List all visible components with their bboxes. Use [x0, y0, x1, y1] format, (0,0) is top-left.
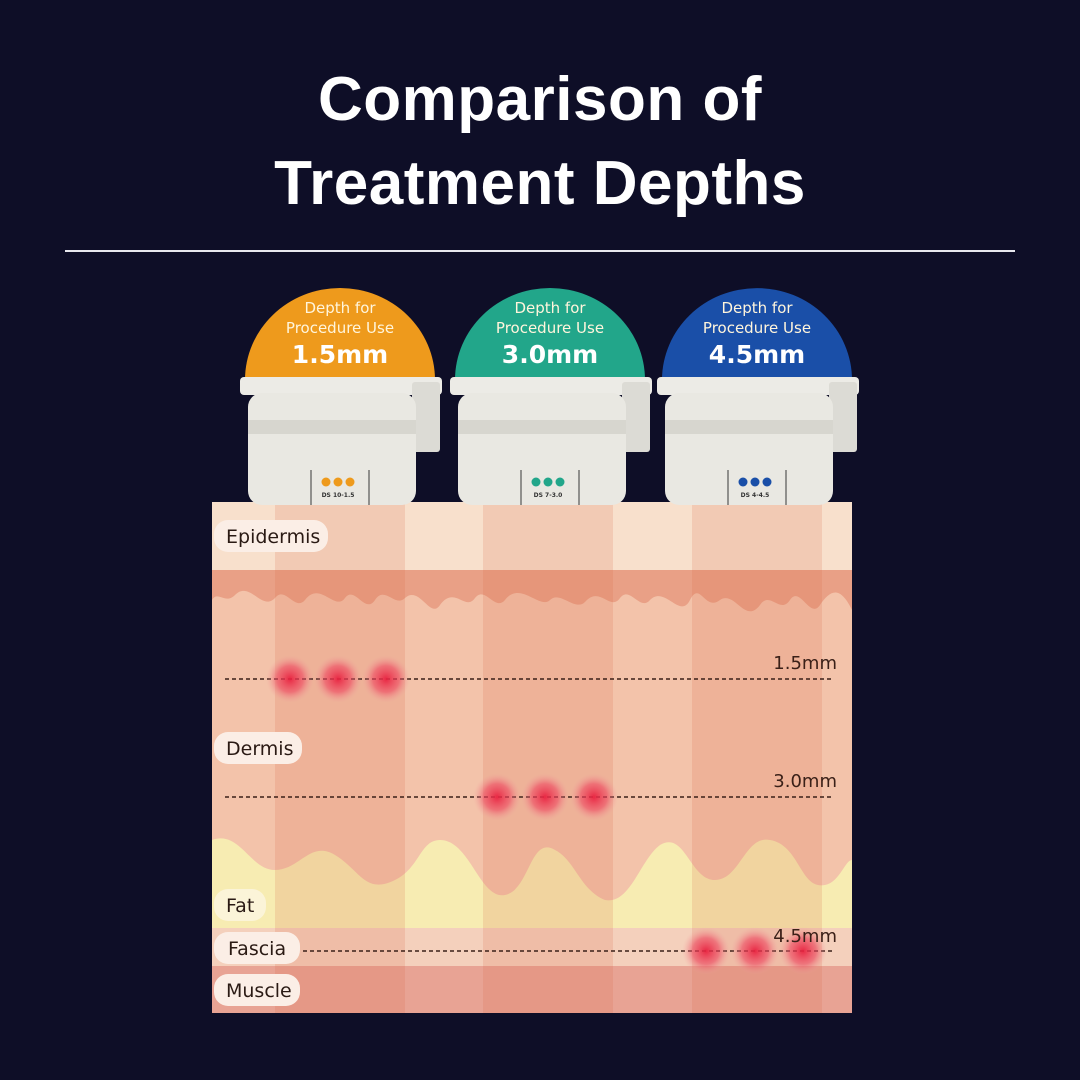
cartridge-rim — [240, 377, 442, 395]
focal-point — [779, 927, 827, 975]
dome-heading-2: Procedure Use — [496, 319, 604, 337]
muscle-label-bg — [214, 974, 300, 1006]
indicator-dot — [345, 477, 355, 487]
focal-point — [570, 773, 618, 821]
indicator-dot — [762, 477, 772, 487]
fascia-label: Fascia — [228, 938, 286, 960]
dome-heading-1: Depth for — [304, 299, 376, 317]
indicator-dot — [333, 477, 343, 487]
indicator-dot — [321, 477, 331, 487]
cartridge-body — [248, 393, 416, 505]
dome-heading-1: Depth for — [514, 299, 586, 317]
dermis-label: Dermis — [226, 738, 293, 760]
cartridge-code: DS 4-4.5 — [741, 492, 770, 499]
muscle-layer — [212, 966, 852, 1013]
focal-point — [731, 927, 779, 975]
dome-heading-1: Depth for — [721, 299, 793, 317]
dome-depth: 4.5mm — [709, 340, 805, 369]
title-line-2: Treatment Depths — [274, 149, 806, 218]
beam-2 — [483, 502, 613, 1013]
cartridge-side — [412, 382, 440, 452]
cartridge-code: DS 10-1.5 — [322, 492, 355, 499]
fascia-label-bg — [214, 932, 300, 964]
dome-heading-2: Procedure Use — [286, 319, 394, 337]
dermis-wave — [212, 570, 852, 612]
skin-cross-section: 1.5mm 3.0mm 4.5mm Epidermis Dermis Fat F… — [212, 502, 852, 1013]
dome-depth: 3.0mm — [502, 340, 598, 369]
focal-point — [266, 655, 314, 703]
cartridge-3: Depth for Procedure Use 4.5mm DS 4-4.5 — [657, 288, 859, 505]
cartridge-rim — [657, 377, 859, 395]
fat-label: Fat — [226, 895, 254, 917]
focal-point — [473, 773, 521, 821]
cartridge-side — [829, 382, 857, 452]
title-divider — [65, 250, 1015, 252]
fat-label-bg — [214, 889, 266, 921]
indicator-dot — [531, 477, 541, 487]
indicator-dot — [750, 477, 760, 487]
muscle-label: Muscle — [226, 980, 292, 1002]
dome-heading-2: Procedure Use — [703, 319, 811, 337]
indicator-dot — [555, 477, 565, 487]
page-title: Comparison of Treatment Depths — [0, 58, 1080, 226]
indicator-dot — [543, 477, 553, 487]
dome-depth: 1.5mm — [292, 340, 388, 369]
cartridge-side — [622, 382, 650, 452]
title-line-1: Comparison of — [318, 65, 762, 134]
cartridge-body — [458, 393, 626, 505]
epidermis-label-bg — [214, 520, 328, 552]
cartridge-dome — [662, 288, 852, 380]
fat-layer — [212, 838, 852, 935]
depth-marker-1: 1.5mm — [773, 653, 837, 674]
depth-marker-2: 3.0mm — [773, 771, 837, 792]
dermis-label-bg — [214, 732, 302, 764]
cartridge-groove — [248, 420, 416, 434]
focal-point — [682, 927, 730, 975]
cartridge-rim — [450, 377, 652, 395]
cartridge-2: Depth for Procedure Use 3.0mm DS 7-3.0 — [450, 288, 652, 505]
cartridge-dome — [455, 288, 645, 380]
cartridge-dome — [245, 288, 435, 380]
focal-point — [314, 655, 362, 703]
cartridge-groove — [458, 420, 626, 434]
cartridge-body — [665, 393, 833, 505]
cartridge-1: Depth for Procedure Use 1.5mm DS 10-1.5 — [240, 288, 442, 505]
indicator-dot — [738, 477, 748, 487]
focal-point — [521, 773, 569, 821]
epidermis-label: Epidermis — [226, 526, 320, 548]
cartridge-code: DS 7-3.0 — [534, 492, 563, 499]
depth-marker-3: 4.5mm — [773, 926, 837, 947]
cartridge-groove — [665, 420, 833, 434]
focal-point — [362, 655, 410, 703]
